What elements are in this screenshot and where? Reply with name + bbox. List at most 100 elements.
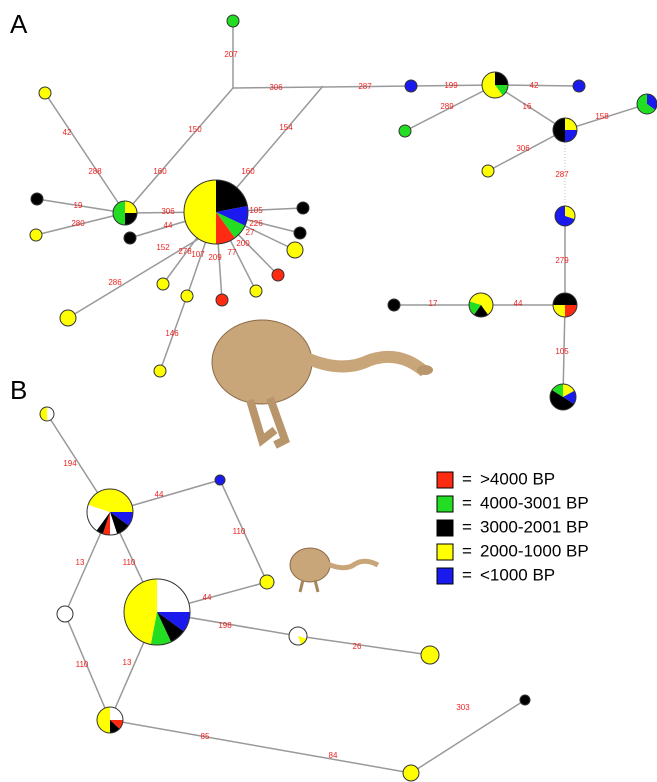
legend-swatch: [437, 544, 453, 560]
edge-label: 200: [236, 239, 250, 248]
haplotype-node: [297, 202, 309, 214]
haplotype-node: [97, 707, 123, 733]
haplotype-node: [272, 269, 284, 281]
legend-separator: =: [462, 493, 472, 512]
panel-label: A: [10, 9, 28, 39]
edge-label: 160: [153, 167, 167, 176]
legend-swatch: [437, 496, 453, 512]
edge-label: 160: [241, 167, 255, 176]
node-slice: [399, 125, 411, 137]
haplotype-node: [573, 80, 585, 92]
edge-label: 110: [233, 527, 246, 536]
edge-label: 19: [74, 201, 83, 210]
haplotype-node: [520, 695, 530, 705]
edge-label: 306: [516, 144, 530, 153]
edge-label: 107: [191, 250, 205, 259]
haplotype-node: [482, 165, 494, 177]
haplotype-node: [250, 285, 262, 297]
node-slice: [482, 165, 494, 177]
haplotype-node: [30, 229, 42, 241]
node-slice: [294, 227, 306, 239]
node-slice: [40, 407, 47, 421]
haplotype-node: [555, 206, 575, 226]
node-slice: [403, 765, 419, 781]
edge-label: 146: [165, 329, 179, 338]
edge: [45, 93, 125, 213]
edge-label: 150: [188, 125, 202, 134]
edge-label: 278: [178, 247, 192, 256]
node-slice: [388, 299, 400, 311]
haplotype-node: [227, 15, 239, 27]
haplotype-node: [31, 193, 43, 205]
node-slice: [157, 278, 169, 290]
edge-label: 110: [76, 660, 89, 669]
edge-label: 287: [358, 82, 372, 91]
edge-label: 306: [269, 83, 283, 92]
legend-separator: =: [462, 517, 472, 536]
node-slice: [553, 118, 565, 142]
haplotype-node: [553, 293, 577, 317]
edge-label: 289: [440, 102, 454, 111]
haplotype-node: [553, 118, 577, 142]
node-slice: [260, 575, 274, 589]
haplotype-node: [550, 384, 576, 410]
legend-label: <1000 BP: [480, 565, 555, 584]
edge-label: 77: [228, 248, 237, 257]
haplotype-node: [113, 201, 137, 225]
node-slice: [181, 290, 193, 302]
node-slice: [60, 310, 76, 326]
edge-label: 288: [88, 167, 102, 176]
haplotype-node: [215, 475, 225, 485]
node-slice: [184, 180, 216, 244]
haplotype-node: [60, 310, 76, 326]
node-slice: [39, 87, 51, 99]
edge-label: 209: [208, 253, 222, 262]
haplotype-node: [157, 278, 169, 290]
edge-label: 26: [353, 642, 362, 651]
edge-label: 105: [249, 206, 263, 215]
legend-separator: =: [462, 565, 472, 584]
node-slice: [287, 242, 303, 258]
edge-label: 44: [203, 593, 212, 602]
haplotype-node: [287, 242, 303, 258]
edge-label: 207: [224, 50, 238, 59]
node-slice: [124, 579, 157, 644]
edge-label: 287: [555, 170, 569, 179]
edge: [298, 636, 430, 655]
legend-label: 3000-2001 BP: [480, 517, 589, 536]
edge-label: 27: [246, 228, 255, 237]
node-slice: [154, 365, 166, 377]
edge-label: 17: [429, 299, 438, 308]
node-slice: [250, 285, 262, 297]
edge-label: 13: [123, 658, 132, 667]
edge-label: 44: [164, 221, 173, 230]
haplotype-node: [124, 579, 190, 645]
edge-label: 280: [71, 219, 85, 228]
node-slice: [272, 269, 284, 281]
haplotype-node: [482, 72, 508, 98]
legend-separator: =: [462, 469, 472, 488]
haplotype-node: [399, 125, 411, 137]
legend-label: >4000 BP: [480, 469, 555, 488]
edge-label: 199: [444, 81, 458, 90]
haplotype-node: [421, 646, 439, 664]
haplotype-node: [184, 180, 248, 244]
edge-label: 152: [156, 243, 170, 252]
node-slice: [215, 475, 225, 485]
haplotype-node: [124, 232, 136, 244]
haplotype-node: [181, 290, 193, 302]
edge-label: 110: [123, 558, 136, 567]
edge-label: 303: [456, 703, 470, 712]
edge-label: 44: [155, 490, 164, 499]
edge-label: 286: [108, 278, 122, 287]
haplotype-node: [154, 365, 166, 377]
node-slice: [30, 229, 42, 241]
edge-label: 105: [555, 347, 569, 356]
node-slice: [520, 695, 530, 705]
haplotype-node: [289, 627, 307, 645]
haplotype-node: [40, 407, 54, 421]
haplotype-node: [57, 606, 73, 622]
node-slice: [405, 80, 417, 92]
node-slice: [113, 201, 125, 225]
node-slice: [47, 407, 54, 421]
